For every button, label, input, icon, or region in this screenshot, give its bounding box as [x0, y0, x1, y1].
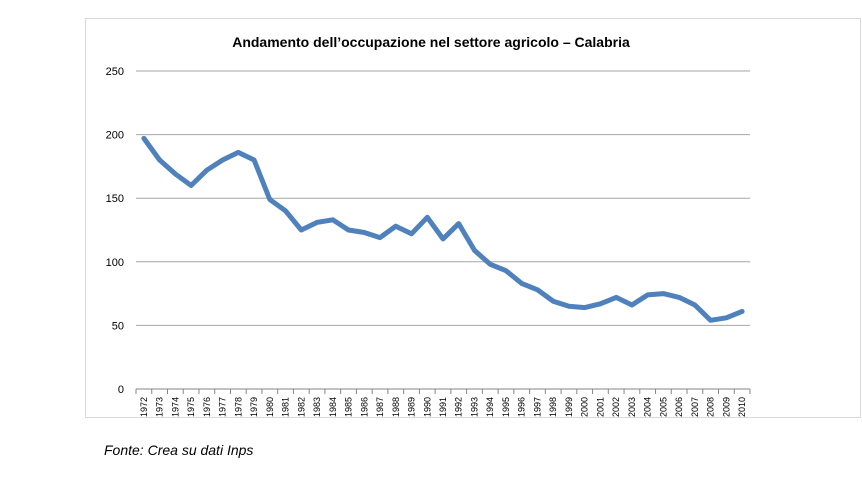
x-tick-label: 1985 — [344, 397, 354, 417]
chart-frame — [85, 18, 861, 418]
x-tick-label: 1998 — [548, 397, 558, 417]
x-tick-label: 2004 — [643, 397, 653, 417]
data-point-1995 — [504, 269, 508, 273]
data-point-1989 — [410, 232, 414, 236]
y-tick-label: 250 — [106, 66, 124, 78]
data-point-1991 — [441, 237, 445, 241]
x-tick-label: 1983 — [312, 397, 322, 417]
x-tick-label: 1975 — [186, 397, 196, 417]
x-tick-label: 1976 — [202, 397, 212, 417]
data-point-2010 — [740, 309, 744, 313]
chart-title: Andamento dell’occupazione nel settore a… — [232, 34, 630, 50]
x-tick-label: 2009 — [721, 397, 731, 417]
x-tick-label: 1982 — [296, 397, 306, 417]
data-point-1976 — [205, 168, 209, 172]
data-point-1994 — [488, 262, 492, 266]
data-point-1978 — [236, 150, 240, 154]
x-axis: 1972 1973 1974 1975 1976 1977 1978 1979 1980 1981… — [135, 388, 751, 417]
x-tick-label: 2002 — [611, 397, 621, 417]
x-tick-label: 1989 — [407, 397, 417, 417]
x-tick-label: 2006 — [674, 397, 684, 417]
data-point-2007 — [693, 303, 697, 307]
x-tick-label: 1991 — [438, 397, 448, 417]
data-point-1980 — [268, 197, 272, 201]
series-line — [141, 135, 745, 323]
data-point-1998 — [551, 299, 555, 303]
data-point-1997 — [535, 288, 539, 292]
x-tick-label: 1981 — [281, 397, 291, 417]
y-tick-label: 200 — [106, 130, 124, 142]
data-point-1977 — [221, 158, 225, 162]
x-tick-label: 2000 — [580, 397, 590, 417]
data-point-1986 — [362, 231, 366, 235]
data-point-1996 — [520, 281, 524, 285]
x-tick-label: 1974 — [170, 397, 180, 417]
data-point-1990 — [425, 215, 429, 219]
x-tick-label: 1978 — [233, 397, 243, 417]
x-tick-label: 1990 — [422, 397, 432, 417]
data-point-1985 — [347, 228, 351, 232]
data-point-1975 — [189, 183, 193, 187]
x-tick-label: 1972 — [139, 397, 149, 417]
x-tick-label: 1980 — [265, 397, 275, 417]
data-point-1983 — [315, 220, 319, 224]
series-layer — [141, 135, 745, 323]
x-tick-label: 1993 — [469, 397, 479, 417]
x-tick-label: 2001 — [595, 397, 605, 417]
x-tick-label: 1977 — [218, 397, 228, 417]
data-point-1984 — [331, 218, 335, 222]
x-tick-label: 1979 — [249, 397, 259, 417]
y-tick-label: 0 — [118, 384, 124, 396]
data-point-1988 — [394, 224, 398, 228]
y-tick-label: 50 — [112, 320, 124, 332]
y-axis-ticks: 0 50 100 150 200 250 — [106, 66, 124, 396]
grid-lines — [136, 70, 750, 326]
x-tick-label: 1986 — [359, 397, 369, 417]
data-point-2003 — [630, 303, 634, 307]
data-point-2008 — [709, 318, 713, 322]
x-tick-label: 2010 — [737, 397, 747, 417]
data-point-2001 — [598, 302, 602, 306]
y-tick-label: 150 — [106, 193, 124, 205]
x-tick-label: 1987 — [375, 397, 385, 417]
data-point-2009 — [724, 316, 728, 320]
x-tick-label: 2003 — [627, 397, 637, 417]
data-point-1993 — [472, 248, 476, 252]
data-point-1992 — [457, 222, 461, 226]
x-tick-label: 1999 — [564, 397, 574, 417]
x-tick-label: 1997 — [532, 397, 542, 417]
data-point-1974 — [173, 172, 177, 176]
data-point-1973 — [158, 158, 162, 162]
data-point-1981 — [284, 209, 288, 213]
data-point-2005 — [661, 292, 665, 296]
data-point-2006 — [677, 295, 681, 299]
data-point-2002 — [614, 295, 618, 299]
data-point-2000 — [583, 306, 587, 310]
x-tick-label: 1988 — [391, 397, 401, 417]
x-tick-label: 1996 — [517, 397, 527, 417]
data-point-2004 — [646, 293, 650, 297]
x-tick-label: 1994 — [485, 397, 495, 417]
data-point-1987 — [378, 236, 382, 240]
x-tick-label: 2007 — [690, 397, 700, 417]
x-tick-label: 2008 — [706, 397, 716, 417]
y-tick-label: 100 — [106, 257, 124, 269]
data-point-1979 — [252, 158, 256, 162]
x-tick-label: 1973 — [155, 397, 165, 417]
x-tick-label: 1995 — [501, 397, 511, 417]
data-point-1982 — [299, 228, 303, 232]
data-point-1999 — [567, 304, 571, 308]
data-point-1972 — [142, 136, 146, 140]
source-note: Fonte: Crea su dati Inps — [104, 442, 254, 458]
x-tick-label: 1984 — [328, 397, 338, 417]
x-tick-label: 2005 — [658, 397, 668, 417]
x-tick-label: 1992 — [454, 397, 464, 417]
